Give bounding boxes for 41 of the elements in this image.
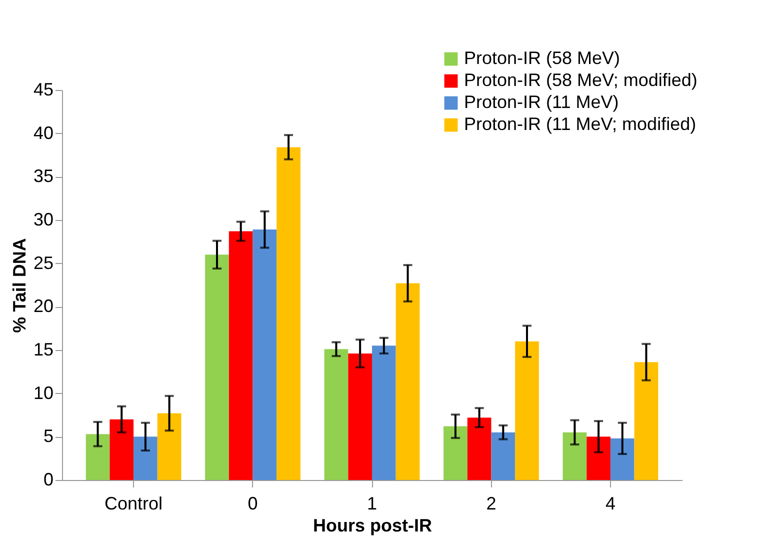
bar bbox=[396, 283, 420, 480]
y-tick-label: 15 bbox=[33, 340, 54, 360]
y-tick-label: 40 bbox=[33, 122, 54, 143]
bar bbox=[372, 346, 396, 480]
bar bbox=[276, 147, 300, 480]
y-tick-label: 20 bbox=[33, 296, 54, 316]
bar bbox=[586, 436, 610, 480]
bar bbox=[491, 432, 516, 480]
bar bbox=[252, 230, 277, 480]
bar bbox=[228, 231, 253, 480]
bar bbox=[467, 418, 492, 480]
bar bbox=[562, 432, 587, 480]
bar bbox=[205, 254, 229, 480]
bar bbox=[86, 434, 110, 480]
bar bbox=[515, 341, 539, 480]
bar bbox=[134, 436, 158, 480]
bar bbox=[348, 353, 372, 480]
y-tick-label: 5 bbox=[43, 426, 54, 446]
y-tick-label: 35 bbox=[33, 166, 54, 186]
y-tick-label: 0 bbox=[43, 470, 54, 490]
x-tick-label: Control bbox=[104, 494, 163, 514]
y-tick-label: 30 bbox=[33, 210, 54, 230]
y-tick-label: 25 bbox=[33, 252, 54, 273]
x-tick-label: 2 bbox=[486, 494, 496, 514]
legend-label: Proton-IR (58 MeV) bbox=[464, 48, 620, 68]
bar bbox=[610, 438, 634, 480]
bar bbox=[324, 349, 348, 480]
x-tick-label: 1 bbox=[366, 494, 378, 514]
legend-label: Proton-IR (11 MeV; modified) bbox=[464, 114, 696, 134]
y-tick-label: 10 bbox=[33, 382, 54, 403]
legend-label: Proton-IR (11 MeV) bbox=[464, 92, 619, 112]
legend-label: Proton-IR (58 MeV; modified) bbox=[464, 70, 698, 90]
bar bbox=[634, 362, 658, 480]
bar bbox=[157, 413, 182, 480]
x-axis-title: Hours post-IR bbox=[313, 516, 432, 536]
x-tick-label: 0 bbox=[248, 494, 258, 514]
bar bbox=[110, 419, 134, 480]
y-axis-title: % Tail DNA bbox=[9, 238, 30, 333]
bar bbox=[444, 426, 468, 480]
y-tick-label: 45 bbox=[33, 80, 54, 100]
x-tick-label: 4 bbox=[605, 494, 616, 514]
